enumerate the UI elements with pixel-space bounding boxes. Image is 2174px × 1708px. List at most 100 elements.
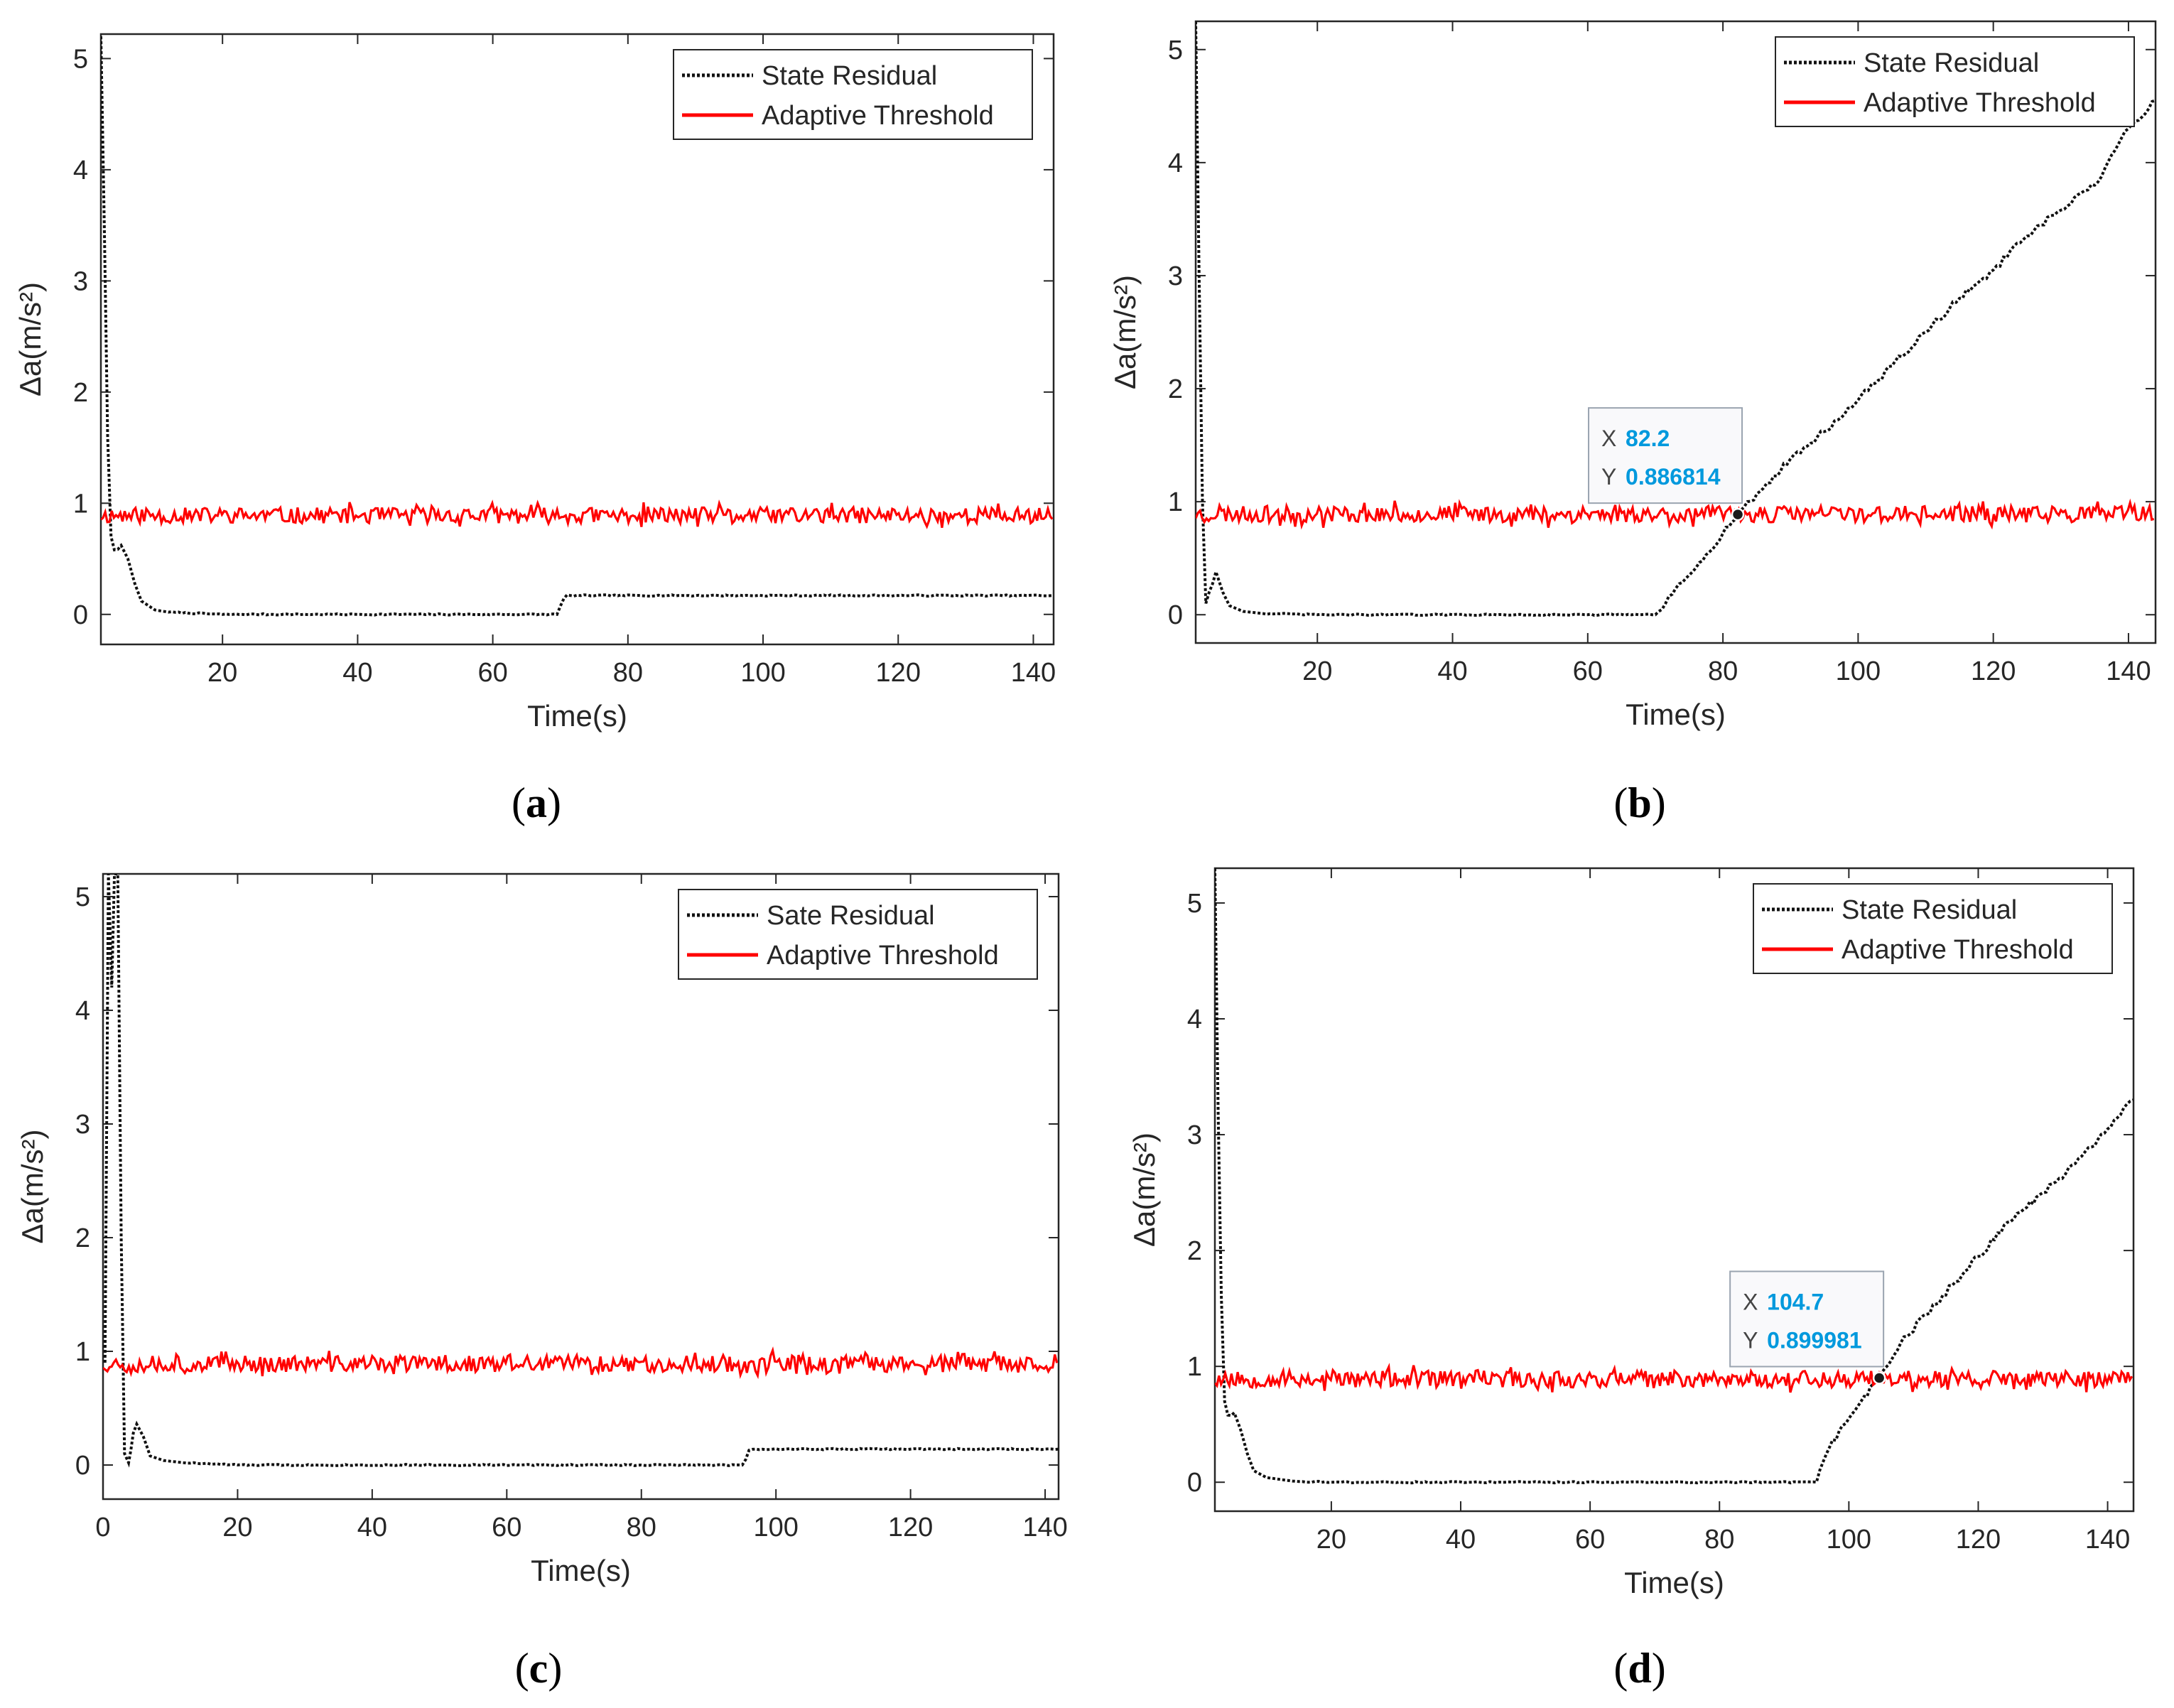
legend-box bbox=[1753, 883, 2113, 974]
y-tick-label: 0 bbox=[1168, 600, 1183, 630]
y-tick-label: 3 bbox=[1168, 261, 1183, 291]
caption-open-paren: ( bbox=[512, 779, 526, 826]
caption-open-paren: ( bbox=[1613, 1645, 1628, 1692]
caption-letter: a bbox=[526, 779, 547, 826]
caption-close-paren: ) bbox=[548, 1645, 562, 1692]
y-tick-label: 3 bbox=[73, 266, 88, 296]
series-line-adaptive-threshold bbox=[101, 499, 1054, 529]
series-line-state-residual bbox=[1196, 21, 2156, 617]
y-tick-label: 0 bbox=[75, 1451, 90, 1481]
x-tick-label: 60 bbox=[1575, 1525, 1605, 1555]
y-axis-label: Δa(m/s²) bbox=[16, 1129, 49, 1243]
caption-close-paren: ) bbox=[1652, 779, 1666, 826]
x-tick-label: 120 bbox=[1971, 656, 2016, 686]
y-tick-label: 5 bbox=[1187, 889, 1202, 919]
caption-close-paren: ) bbox=[547, 779, 561, 826]
x-tick-label: 120 bbox=[1956, 1525, 2001, 1555]
x-tick-label: 100 bbox=[1827, 1525, 1871, 1555]
x-tick-label: 20 bbox=[222, 1513, 252, 1542]
datatip-box[interactable] bbox=[1588, 407, 1743, 504]
caption-close-paren: ) bbox=[1652, 1645, 1666, 1692]
x-tick-label: 40 bbox=[342, 658, 372, 688]
panel-caption: (a) bbox=[512, 779, 561, 826]
legend-entry-label: State Residual bbox=[1864, 48, 2039, 78]
datatip-x-key: X bbox=[1601, 426, 1616, 451]
y-tick-label: 0 bbox=[73, 600, 88, 630]
x-tick-label: 40 bbox=[357, 1513, 387, 1542]
x-tick-label: 120 bbox=[888, 1513, 933, 1542]
y-tick-label: 3 bbox=[1187, 1120, 1202, 1150]
datatip-x-value: 104.7 bbox=[1767, 1289, 1824, 1314]
x-axis-label: Time(s) bbox=[531, 1554, 631, 1587]
legend-entry-label: State Residual bbox=[1842, 895, 2017, 925]
chart-panel-d: 20 40 60 80 100 120 140 0 1 2 3 4 5 Time(s) Δa(m/s²) St… bbox=[1127, 867, 2135, 1692]
x-tick-label: 100 bbox=[1836, 656, 1881, 686]
x-tick-label: 100 bbox=[740, 658, 785, 688]
legend-entry-label: Adaptive Threshold bbox=[1842, 935, 2074, 965]
y-tick-label: 1 bbox=[73, 489, 88, 519]
x-tick-label: 20 bbox=[1302, 656, 1332, 686]
caption-letter: b bbox=[1628, 779, 1651, 826]
x-tick-label: 40 bbox=[1446, 1525, 1476, 1555]
x-tick-label: 140 bbox=[1011, 658, 1056, 688]
legend-entry-label: State Residual bbox=[762, 61, 937, 91]
caption-letter: d bbox=[1628, 1645, 1651, 1692]
x-tick-label: 80 bbox=[613, 658, 643, 688]
legend-entry-label: Sate Residual bbox=[767, 901, 935, 931]
x-tick-label: 100 bbox=[753, 1513, 798, 1542]
panel-caption: (d) bbox=[1613, 1645, 1665, 1692]
legend-entry-label: Adaptive Threshold bbox=[767, 941, 999, 971]
datatip-box[interactable] bbox=[1729, 1270, 1885, 1368]
y-tick-label: 3 bbox=[75, 1110, 90, 1140]
series-line-adaptive-threshold bbox=[1196, 498, 2155, 530]
legend-entry-label: Adaptive Threshold bbox=[1864, 88, 2096, 118]
legend-box bbox=[678, 889, 1038, 980]
y-tick-label: 5 bbox=[75, 882, 90, 912]
y-axis-label: Δa(m/s²) bbox=[1108, 275, 1142, 389]
y-tick-label: 5 bbox=[73, 44, 88, 74]
y-tick-label: 2 bbox=[1187, 1236, 1202, 1266]
x-tick-label: 140 bbox=[1022, 1513, 1067, 1542]
x-tick-label: 0 bbox=[95, 1513, 110, 1542]
y-axis-label: Δa(m/s²) bbox=[13, 282, 47, 396]
series-line-state-residual bbox=[103, 874, 1059, 1468]
x-tick-label: 80 bbox=[1708, 656, 1738, 686]
x-tick-label: 80 bbox=[627, 1513, 656, 1542]
chart-panel-b: 20 40 60 80 100 120 140 0 1 2 3 4 5 Time(s) Δa(m/s²) St… bbox=[1108, 20, 2157, 826]
x-tick-label: 140 bbox=[2085, 1525, 2130, 1555]
x-tick-label: 140 bbox=[2106, 656, 2151, 686]
x-tick-label: 40 bbox=[1437, 656, 1467, 686]
datatip-marker[interactable] bbox=[1872, 1371, 1886, 1385]
legend-entry-label: Adaptive Threshold bbox=[762, 101, 994, 131]
datatip-y-key: Y bbox=[1743, 1327, 1758, 1353]
chart-panel-a: 20 40 60 80 100 120 140 0 1 2 3 4 5 Time(s) Δa(m/s²) St… bbox=[13, 33, 1056, 826]
series-line-adaptive-threshold bbox=[103, 1346, 1059, 1380]
caption-letter: c bbox=[529, 1645, 548, 1692]
x-tick-label: 80 bbox=[1704, 1525, 1734, 1555]
y-tick-label: 1 bbox=[75, 1337, 90, 1367]
x-axis-label: Time(s) bbox=[527, 699, 627, 733]
panel-caption: (c) bbox=[515, 1645, 563, 1692]
caption-open-paren: ( bbox=[515, 1645, 529, 1692]
x-tick-label: 60 bbox=[477, 658, 507, 688]
datatip-y-key: Y bbox=[1601, 464, 1616, 490]
datatip-marker[interactable] bbox=[1731, 507, 1745, 521]
datatip-y-value: 0.899981 bbox=[1767, 1327, 1861, 1353]
x-axis-label: Time(s) bbox=[1624, 1566, 1724, 1599]
y-tick-label: 4 bbox=[1168, 148, 1183, 178]
y-tick-label: 2 bbox=[75, 1223, 90, 1253]
caption-open-paren: ( bbox=[1613, 779, 1628, 826]
datatip-y-value: 0.886814 bbox=[1626, 464, 1721, 490]
x-tick-label: 60 bbox=[1573, 656, 1603, 686]
y-tick-label: 4 bbox=[1187, 1005, 1202, 1034]
y-axis-label: Δa(m/s²) bbox=[1127, 1133, 1161, 1247]
legend-box bbox=[673, 49, 1033, 140]
x-tick-label: 60 bbox=[492, 1513, 521, 1542]
y-tick-label: 2 bbox=[1168, 374, 1183, 404]
legend-box bbox=[1775, 36, 2135, 127]
series-line-adaptive-threshold bbox=[1215, 1363, 2134, 1393]
x-axis-label: Time(s) bbox=[1626, 698, 1726, 731]
y-tick-label: 4 bbox=[75, 996, 90, 1026]
plot-area-frame bbox=[1213, 867, 2135, 1513]
x-tick-label: 120 bbox=[876, 658, 921, 688]
